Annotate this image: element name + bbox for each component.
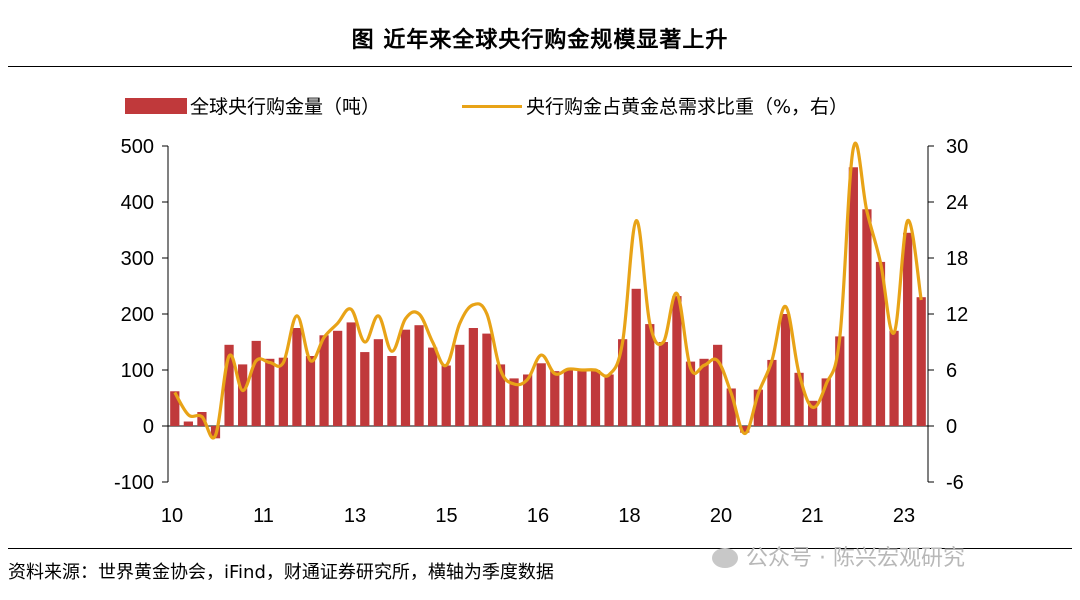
chart-title: 图 近年来全球央行购金规模显著上升	[351, 28, 729, 53]
bar	[373, 339, 383, 426]
bar	[251, 340, 261, 426]
bar	[536, 363, 546, 426]
x-tick-label: 23	[893, 505, 915, 527]
bar	[360, 352, 370, 426]
bar	[618, 339, 628, 426]
x-tick-label: 13	[344, 505, 366, 527]
right-tick-label: 6	[946, 360, 957, 382]
bar	[753, 389, 763, 426]
wechat-icon	[712, 548, 738, 568]
x-tick-label: 11	[253, 505, 274, 527]
bar	[238, 364, 248, 426]
bar	[563, 370, 573, 426]
right-tick-label: -6	[946, 472, 964, 494]
bar	[428, 347, 438, 426]
legend-line-label: 央行购金占黄金总需求比重（%，右）	[526, 96, 849, 118]
left-tick-label: -100	[114, 472, 154, 494]
left-tick-label: 200	[121, 304, 154, 326]
watermark-text: 公众号 · 陈兴宏观研究	[746, 546, 965, 571]
bar	[808, 400, 818, 426]
bar	[265, 358, 275, 426]
bar	[604, 374, 614, 426]
bar	[767, 359, 777, 426]
series-line	[173, 141, 923, 440]
bar	[916, 297, 926, 426]
bar	[699, 358, 709, 426]
left-tick-label: 100	[121, 360, 154, 382]
bar	[780, 314, 791, 426]
x-tick-label: 16	[527, 505, 549, 527]
right-tick-label: 0	[946, 416, 957, 438]
legend-line-swatch	[462, 105, 522, 108]
bar	[468, 328, 478, 426]
x-tick-label: 15	[435, 505, 457, 527]
bar	[550, 371, 560, 426]
left-tick-label: 300	[121, 248, 154, 270]
right-tick-label: 30	[946, 136, 968, 158]
bar	[441, 365, 451, 426]
x-tick-label: 20	[710, 505, 732, 527]
bar	[889, 330, 899, 426]
bar	[387, 356, 397, 426]
bar	[713, 344, 723, 426]
bar	[333, 330, 343, 426]
bar	[875, 261, 886, 426]
bar	[319, 335, 329, 426]
bar	[183, 421, 193, 426]
x-tick-label: 18	[618, 505, 640, 527]
bar	[848, 167, 858, 426]
bar	[645, 324, 655, 426]
bar	[658, 342, 668, 426]
bar	[726, 388, 736, 426]
bar	[631, 288, 641, 426]
x-tick-label: 10	[161, 505, 183, 527]
bar	[821, 378, 831, 426]
bar	[170, 391, 180, 426]
bar	[835, 336, 845, 426]
bar	[794, 372, 804, 426]
top-rule	[8, 66, 1072, 67]
bar	[346, 322, 356, 426]
bar	[482, 333, 492, 426]
legend-bar-swatch	[125, 98, 187, 114]
right-tick-label: 18	[946, 248, 968, 270]
bar	[523, 374, 533, 426]
bar	[590, 370, 601, 426]
x-tick-label: 21	[801, 505, 823, 527]
right-tick-label: 12	[946, 304, 968, 326]
bar	[224, 344, 234, 426]
watermark: 公众号 · 陈兴宏观研究	[712, 540, 965, 572]
legend-bar-label: 全球央行购金量（吨）	[190, 96, 381, 118]
bar	[903, 232, 913, 426]
bar	[414, 325, 424, 426]
bar	[305, 356, 316, 426]
bar	[862, 209, 872, 426]
bar	[577, 368, 587, 426]
right-tick-label: 24	[946, 192, 968, 214]
source-note: 资料来源：世界黄金协会，iFind，财通证券研究所，横轴为季度数据	[8, 562, 554, 583]
bar	[292, 328, 302, 426]
left-tick-label: 500	[121, 136, 154, 158]
bar	[278, 357, 288, 426]
bar	[672, 296, 682, 426]
bar	[509, 378, 519, 426]
left-tick-label: 0	[143, 416, 154, 438]
bar	[400, 329, 411, 426]
bottom-rule	[8, 548, 1072, 549]
left-tick-label: 400	[121, 192, 154, 214]
bar	[685, 361, 696, 426]
bar	[740, 426, 750, 433]
bar	[495, 364, 506, 426]
bar	[455, 344, 465, 426]
